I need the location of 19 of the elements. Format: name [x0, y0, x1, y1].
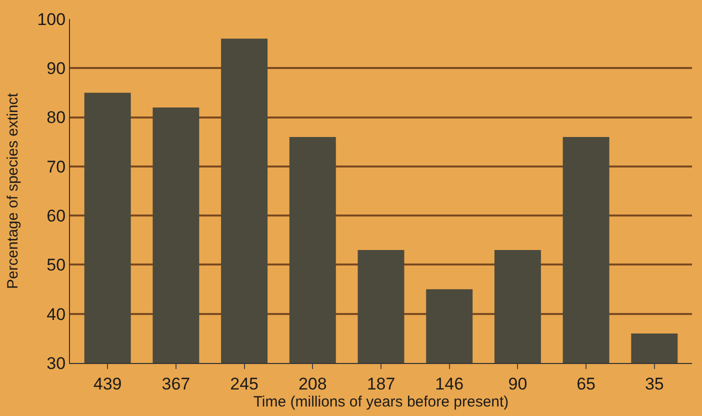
- x-tick-label: 187: [366, 374, 396, 394]
- y-tick-label: 80: [46, 108, 66, 128]
- x-tick-label: 90: [508, 374, 528, 394]
- x-tick-label: 35: [644, 374, 664, 394]
- y-tick-label: 70: [46, 157, 66, 176]
- y-tick-label: 50: [46, 256, 66, 275]
- y-tick-label: 100: [37, 10, 66, 29]
- x-tick-label: 245: [230, 374, 258, 394]
- x-tick-label: 367: [162, 374, 190, 394]
- x-tick-label: 65: [576, 374, 596, 394]
- y-axis-title: Percentage of species extinct: [4, 92, 22, 289]
- x-tick-label: 146: [435, 374, 464, 394]
- x-tick-label: 439: [93, 374, 122, 394]
- y-tick-label: 90: [46, 59, 66, 78]
- y-tick-label: 60: [46, 206, 66, 226]
- x-tick-label: 208: [298, 374, 327, 394]
- x-axis-title: Time (millions of years before present): [253, 393, 509, 410]
- y-tick-label: 40: [46, 304, 66, 324]
- y-tick-label: 30: [46, 354, 66, 373]
